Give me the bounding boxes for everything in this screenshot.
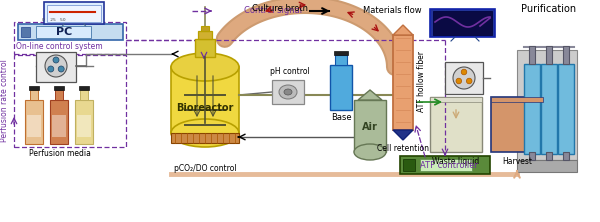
Bar [25,100,43,144]
Bar [55,90,63,100]
Circle shape [456,78,461,84]
Circle shape [45,55,67,77]
Bar [433,11,492,35]
Bar [400,156,490,174]
Bar [75,100,93,144]
Text: Perfusion media: Perfusion media [29,149,91,158]
Bar [79,86,89,90]
Polygon shape [393,25,413,35]
Bar [44,2,104,24]
Text: Waste liquid: Waste liquid [433,157,479,166]
Bar [403,159,415,171]
Bar [524,64,540,154]
Text: Bioreactor: Bioreactor [176,103,233,113]
Text: Purification: Purification [521,4,577,14]
Bar [354,100,386,152]
Bar [563,46,569,64]
Bar [195,39,215,57]
Bar [517,160,577,172]
Bar [563,152,569,160]
Bar [526,66,538,152]
Bar [52,115,66,137]
Bar [272,80,304,104]
Text: pCO₂/DO control: pCO₂/DO control [173,164,236,173]
Circle shape [58,66,64,72]
Polygon shape [358,90,382,100]
Circle shape [461,69,467,75]
Circle shape [453,67,475,89]
Circle shape [53,57,59,63]
Text: Perfusion rate control: Perfusion rate control [1,59,10,143]
Bar [29,86,39,90]
Bar [546,46,552,64]
Bar [558,64,574,154]
Bar [393,35,413,130]
Bar [517,50,577,160]
Bar [491,97,543,152]
Ellipse shape [171,119,239,147]
Bar [529,152,535,160]
Bar [198,31,212,39]
Bar [50,100,68,144]
Bar [335,55,347,65]
Bar [543,66,555,152]
Bar [546,152,552,160]
Bar [27,115,41,137]
Bar [30,90,38,100]
Circle shape [48,66,54,72]
Text: Control signal: Control signal [244,6,302,16]
Bar [201,26,209,31]
Text: PC: PC [56,27,72,37]
Bar [171,133,239,143]
Text: Air: Air [362,122,378,132]
Text: Harvest: Harvest [502,157,532,166]
Ellipse shape [284,89,292,95]
Text: Cell retention: Cell retention [377,144,429,153]
Bar [560,66,572,152]
Ellipse shape [279,85,297,99]
Text: ATF controller: ATF controller [420,161,478,170]
Circle shape [466,78,472,84]
Text: On-line control system: On-line control system [16,42,103,51]
Bar [171,67,239,133]
Ellipse shape [171,53,239,81]
Bar [430,97,482,152]
Bar [420,159,472,171]
Text: Base: Base [331,113,352,122]
Bar [18,24,123,40]
Text: ATF hollow fiber: ATF hollow fiber [417,52,426,113]
Bar [430,97,482,102]
Bar [445,62,483,94]
Text: Culture broth: Culture broth [252,4,308,13]
Bar [36,26,91,38]
Bar [54,86,64,90]
Bar [529,46,535,64]
Bar [21,27,30,37]
Ellipse shape [354,144,386,160]
Text: 0    25   50: 0 25 50 [42,18,66,22]
Bar [430,9,495,37]
Bar [80,90,88,100]
Text: pH control: pH control [270,67,310,76]
Bar [330,65,352,110]
Bar [47,5,101,22]
Bar [77,115,91,137]
Bar [541,64,557,154]
Bar [491,97,543,102]
Bar [36,52,76,82]
Text: Materials flow: Materials flow [363,6,422,16]
Polygon shape [393,130,413,140]
Bar [334,51,348,55]
